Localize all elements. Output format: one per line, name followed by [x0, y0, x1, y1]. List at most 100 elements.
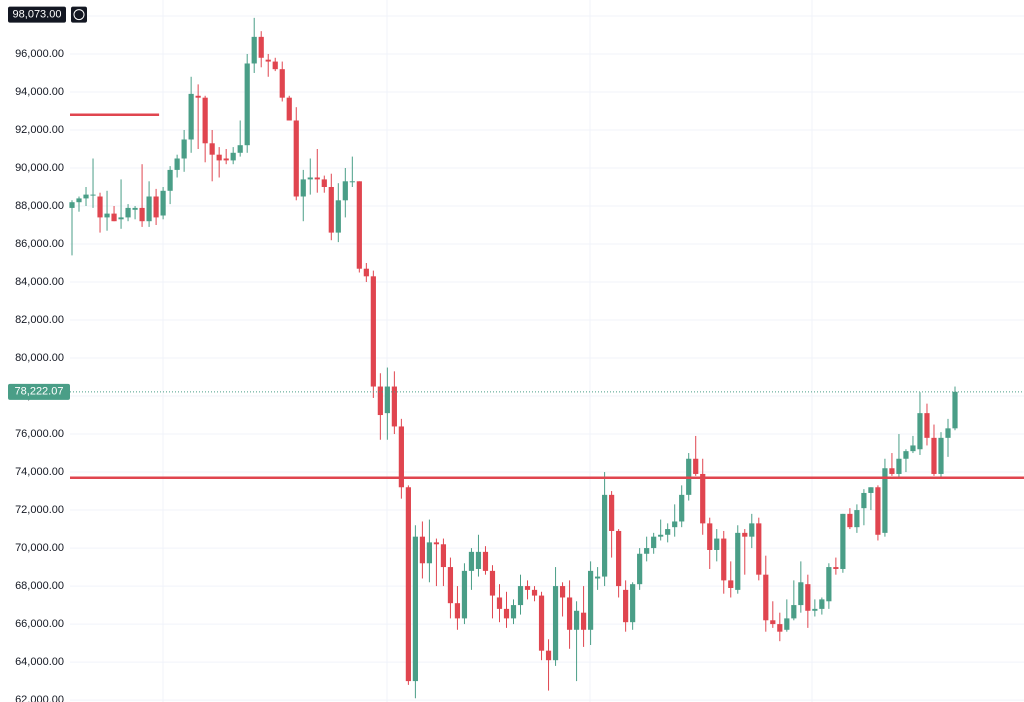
- candle-body: [812, 608, 818, 611]
- candle-body: [328, 186, 334, 233]
- candle-body: [503, 608, 510, 619]
- candle-body: [917, 413, 923, 450]
- candle-body: [237, 145, 243, 153]
- y-tick-label: 86,000.00: [15, 238, 64, 250]
- candle-body: [370, 276, 376, 387]
- candle-body: [83, 194, 89, 199]
- candle-body: [545, 650, 552, 661]
- candle-body: [181, 139, 187, 159]
- candle-body: [314, 177, 320, 180]
- candle-body: [903, 451, 909, 459]
- y-tick-label: 92,000.00: [15, 124, 64, 136]
- candle-body: [111, 213, 117, 222]
- y-tick-label: 70,000.00: [15, 542, 64, 554]
- y-tick-label: 62,000.00: [15, 694, 64, 702]
- y-tick-label: 80,000.00: [15, 352, 64, 364]
- candle-body: [342, 181, 348, 201]
- candle-body: [125, 207, 131, 218]
- candle-body: [672, 521, 678, 528]
- candle-body: [559, 586, 566, 598]
- candle-body: [426, 542, 433, 564]
- candle-body: [209, 143, 215, 155]
- y-tick-label: 74,000.00: [15, 466, 64, 478]
- candle-body: [609, 494, 615, 531]
- candle-body: [321, 179, 327, 187]
- candle-body: [454, 603, 461, 619]
- candle-body: [763, 574, 769, 621]
- candle-body: [861, 492, 867, 509]
- candle-body: [349, 181, 355, 183]
- last-price-label: 78,222.07: [15, 386, 64, 398]
- candle-body: [153, 196, 159, 218]
- candle-body: [188, 93, 194, 140]
- last-price-badge: [8, 383, 70, 400]
- candle-body: [938, 437, 944, 474]
- candle-body: [819, 599, 825, 609]
- candle-body: [293, 120, 299, 197]
- candle-body: [784, 618, 790, 630]
- candle-body: [805, 584, 811, 611]
- candle-body: [707, 523, 713, 550]
- candle-body: [76, 198, 82, 203]
- candle-body: [335, 200, 341, 233]
- candle-body: [749, 523, 755, 537]
- candle-body: [258, 36, 264, 58]
- candle-body: [651, 536, 657, 549]
- candle-body: [419, 536, 425, 564]
- candle-body: [272, 61, 278, 70]
- candle-body: [931, 437, 937, 474]
- candle-body: [693, 458, 699, 474]
- candle-body: [630, 584, 636, 623]
- candle-body: [580, 612, 587, 630]
- candle-body: [69, 202, 75, 208]
- candle-body: [433, 542, 440, 545]
- y-tick-label: 84,000.00: [15, 276, 64, 288]
- candle-body: [595, 576, 601, 579]
- y-tick-label: 90,000.00: [15, 162, 64, 174]
- candle-body: [924, 413, 930, 438]
- candle-body: [658, 534, 664, 537]
- candle-body: [524, 586, 531, 590]
- candle-body: [728, 580, 734, 588]
- candle-body: [174, 158, 180, 170]
- candle-body: [517, 586, 524, 606]
- candle-body: [679, 494, 685, 522]
- candle-body: [377, 386, 383, 416]
- candle-body: [132, 207, 138, 210]
- add-button: [71, 6, 87, 23]
- candle-body: [118, 217, 124, 220]
- candle-body: [735, 532, 741, 590]
- candle-body: [468, 551, 475, 571]
- y-tick-label: 72,000.00: [15, 504, 64, 516]
- candle-body: [216, 154, 222, 161]
- candle-body: [538, 595, 545, 651]
- candle-body: [700, 473, 706, 524]
- crosshair-label: 98,073.00: [13, 8, 62, 20]
- candle-body: [202, 97, 208, 144]
- candle-body: [440, 544, 447, 568]
- y-tick-label: 88,000.00: [15, 200, 64, 212]
- add-icon: [73, 9, 85, 21]
- candle-body: [279, 69, 285, 98]
- candle-body: [791, 605, 797, 619]
- candle-body: [587, 570, 594, 630]
- candle-body: [945, 428, 951, 438]
- candle-body: [391, 386, 397, 427]
- candle-body: [910, 445, 916, 452]
- y-tick-label: 76,000.00: [15, 428, 64, 440]
- candle-body: [265, 59, 271, 62]
- candle-body: [531, 589, 538, 596]
- candle-body: [398, 426, 404, 488]
- candle-body: [160, 190, 166, 216]
- candle-body: [616, 530, 622, 587]
- y-tick-label: 68,000.00: [15, 580, 64, 592]
- candle-body: [777, 624, 783, 632]
- candle-body: [868, 487, 874, 493]
- candle-body: [489, 570, 496, 596]
- candle-body: [139, 207, 145, 222]
- candle-body: [770, 620, 776, 625]
- candle-body: [798, 582, 804, 606]
- candle-body: [146, 196, 152, 222]
